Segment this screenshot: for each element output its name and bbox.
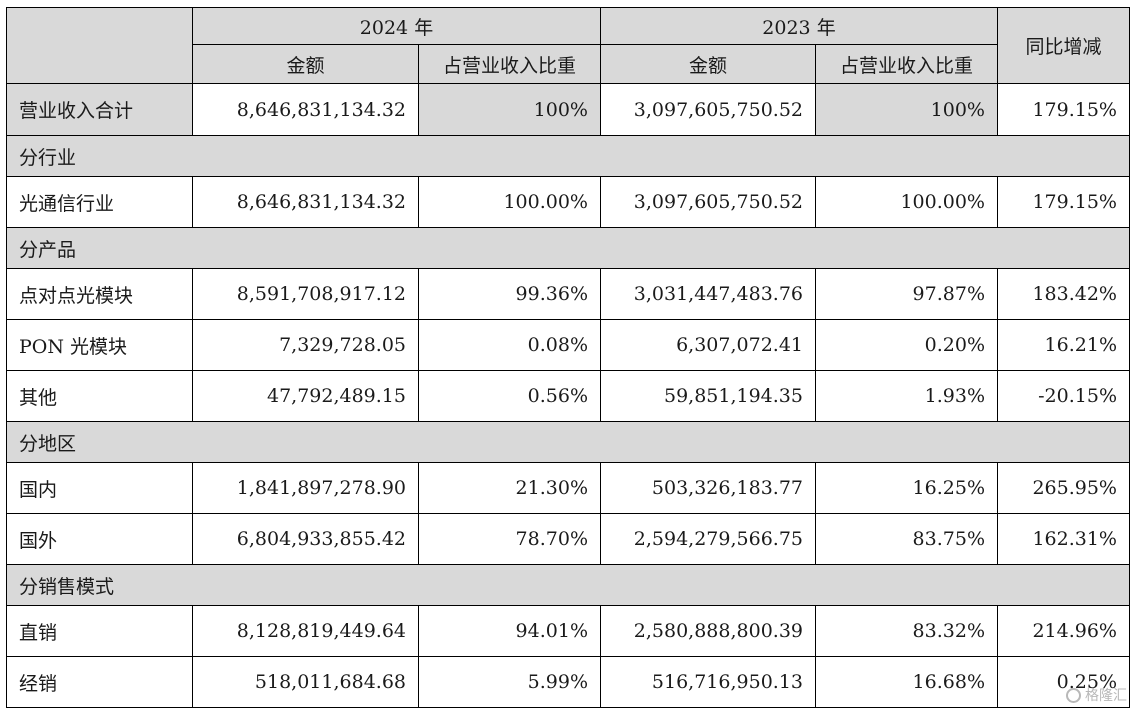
yoy-cell: 265.95%	[997, 462, 1130, 514]
section-title: 分销售模式	[6, 564, 1130, 606]
total-ratio-2024: 100%	[418, 83, 601, 136]
table-row: 直销 8,128,819,449.64 94.01% 2,580,888,800.39…	[6, 605, 1130, 657]
header-amount-2023: 金额	[600, 44, 816, 84]
header-year-2023: 2023 年	[600, 7, 998, 45]
row-label: 直销	[6, 605, 193, 657]
yoy-cell: 183.42%	[997, 268, 1130, 320]
total-yoy: 179.15%	[997, 83, 1130, 136]
section-header-row: 分产品	[6, 227, 1130, 269]
amount-2024-cell: 8,646,831,134.32	[192, 176, 419, 228]
amount-2024-cell: 7,329,728.05	[192, 319, 419, 371]
header-amount-2024: 金额	[192, 44, 419, 84]
row-label: 点对点光模块	[6, 268, 193, 320]
yoy-cell: 214.96%	[997, 605, 1130, 657]
ratio-2023-cell: 16.25%	[815, 462, 998, 514]
ratio-2024-cell: 0.08%	[418, 319, 601, 371]
header-corner-cell	[6, 7, 193, 84]
table-row: PON 光模块 7,329,728.05 0.08% 6,307,072.41 0.20…	[6, 319, 1130, 371]
yoy-cell: -20.15%	[997, 370, 1130, 422]
amount-2024-cell: 8,591,708,917.12	[192, 268, 419, 320]
ratio-2024-cell: 21.30%	[418, 462, 601, 514]
ratio-2024-cell: 99.36%	[418, 268, 601, 320]
yoy-cell: 0.25%	[997, 656, 1130, 708]
amount-2023-cell: 2,594,279,566.75	[600, 513, 816, 565]
section-title: 分产品	[6, 227, 1130, 269]
table-row: 国外 6,804,933,855.42 78.70% 2,594,279,566.75…	[6, 513, 1130, 565]
row-label: 经销	[6, 656, 193, 708]
ratio-2024-cell: 5.99%	[418, 656, 601, 708]
ratio-2023-cell: 83.32%	[815, 605, 998, 657]
total-amount-2023: 3,097,605,750.52	[600, 83, 816, 136]
total-label: 营业收入合计	[6, 83, 193, 136]
amount-2023-cell: 6,307,072.41	[600, 319, 816, 371]
ratio-2023-cell: 0.20%	[815, 319, 998, 371]
amount-2024-cell: 47,792,489.15	[192, 370, 419, 422]
ratio-2023-cell: 97.87%	[815, 268, 998, 320]
section-header-row: 分地区	[6, 421, 1130, 463]
ratio-2023-cell: 16.68%	[815, 656, 998, 708]
header-year-2024: 2024 年	[192, 7, 601, 45]
table-row: 经销 518,011,684.68 5.99% 516,716,950.13 16.68…	[6, 656, 1130, 708]
amount-2023-cell: 3,031,447,483.76	[600, 268, 816, 320]
section-title: 分行业	[6, 135, 1130, 177]
table-row: 其他 47,792,489.15 0.56% 59,851,194.35 1.93% -2…	[6, 370, 1130, 422]
header-yoy: 同比增减	[997, 7, 1130, 84]
header-ratio-2023: 占营业收入比重	[815, 44, 998, 84]
ratio-2024-cell: 0.56%	[418, 370, 601, 422]
amount-2023-cell: 2,580,888,800.39	[600, 605, 816, 657]
table-row: 点对点光模块 8,591,708,917.12 99.36% 3,031,447,48…	[6, 268, 1130, 320]
watermark-text: 格隆汇	[1085, 688, 1127, 704]
yoy-cell: 162.31%	[997, 513, 1130, 565]
row-label: 其他	[6, 370, 193, 422]
amount-2023-cell: 3,097,605,750.52	[600, 176, 816, 228]
amount-2023-cell: 503,326,183.77	[600, 462, 816, 514]
header-row-columns: 金额 占营业收入比重 金额 占营业收入比重	[7, 44, 1130, 84]
ratio-2023-cell: 1.93%	[815, 370, 998, 422]
row-label: 国外	[6, 513, 193, 565]
watermark-logo-icon	[1066, 687, 1081, 703]
section-header-row: 分行业	[6, 135, 1130, 177]
table-row: 光通信行业 8,646,831,134.32 100.00% 3,097,605,75…	[6, 176, 1130, 228]
amount-2023-cell: 516,716,950.13	[600, 656, 816, 708]
yoy-cell: 179.15%	[997, 176, 1130, 228]
amount-2024-cell: 1,841,897,278.90	[192, 462, 419, 514]
ratio-2024-cell: 94.01%	[418, 605, 601, 657]
total-ratio-2023: 100%	[815, 83, 998, 136]
header-ratio-2024: 占营业收入比重	[418, 44, 601, 84]
row-label: 光通信行业	[6, 176, 193, 228]
amount-2023-cell: 59,851,194.35	[600, 370, 816, 422]
ratio-2023-cell: 83.75%	[815, 513, 998, 565]
yoy-cell: 16.21%	[997, 319, 1130, 371]
row-label: PON 光模块	[6, 319, 193, 371]
row-label: 国内	[6, 462, 193, 514]
total-amount-2024: 8,646,831,134.32	[192, 83, 419, 136]
section-title: 分地区	[6, 421, 1130, 463]
amount-2024-cell: 6,804,933,855.42	[192, 513, 419, 565]
ratio-2024-cell: 100.00%	[418, 176, 601, 228]
amount-2024-cell: 518,011,684.68	[192, 656, 419, 708]
ratio-2024-cell: 78.70%	[418, 513, 601, 565]
total-row: 营业收入合计 8,646,831,134.32 100% 3,097,605,7…	[6, 83, 1130, 136]
section-header-row: 分销售模式	[6, 564, 1130, 606]
amount-2024-cell: 8,128,819,449.64	[192, 605, 419, 657]
header-row-years: 2024 年 2023 年 同比增减	[6, 7, 1130, 84]
revenue-table: 2024 年 2023 年 同比增减 金额 占营业收入比重 金额 占营业收入比重…	[6, 7, 1130, 708]
table-row: 国内 1,841,897,278.90 21.30% 503,326,183.77 16…	[6, 462, 1130, 514]
ratio-2023-cell: 100.00%	[815, 176, 998, 228]
watermark: 格隆汇	[1066, 685, 1127, 705]
